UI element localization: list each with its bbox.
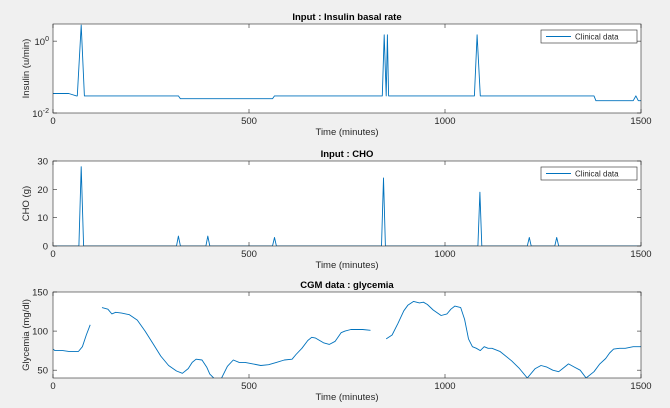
y-axis-label: Glycemia (mg/dl) — [21, 299, 32, 371]
x-tick-label: 0 — [50, 381, 55, 392]
x-tick-label: 1000 — [434, 381, 455, 392]
y-tick-label: 20 — [37, 185, 48, 196]
chart-title: Input : Insulin basal rate — [292, 12, 401, 23]
x-tick-label: 1500 — [630, 381, 651, 392]
legend: Clinical data — [541, 167, 637, 180]
y-tick-label: 10-2 — [32, 108, 49, 120]
y-tick-label: 150 — [32, 288, 48, 299]
y-tick-label: 10 — [37, 213, 48, 224]
x-tick-label: 1500 — [630, 116, 651, 127]
x-tick-label: 500 — [241, 381, 257, 392]
x-axis-label: Time (minutes) — [316, 392, 379, 403]
legend-label: Clinical data — [575, 33, 619, 42]
y-tick-label: 100 — [32, 327, 48, 338]
y-axis-label: CHO (g) — [21, 186, 32, 221]
subplot-1: 0 500 1000 1500 10-2 100 Input : Insulin basal… — [21, 12, 652, 138]
x-tick-label: 500 — [241, 116, 257, 127]
x-tick-label: 1500 — [630, 249, 651, 260]
x-axis-label: Time (minutes) — [316, 127, 379, 138]
y-tick-label: 50 — [37, 366, 48, 377]
y-tick-label: 0 — [43, 242, 48, 253]
x-tick-label: 500 — [241, 249, 257, 260]
chart-title: CGM data : glycemia — [300, 280, 394, 291]
y-tick-label: 30 — [37, 157, 48, 168]
y-tick-label: 100 — [35, 36, 50, 48]
plot-area — [53, 292, 641, 378]
subplot-2: 0 500 1000 1500 0 10 20 30 Input : CHO Time (minu… — [21, 149, 652, 271]
x-tick-label: 0 — [50, 116, 55, 127]
x-axis-label: Time (minutes) — [316, 260, 379, 271]
legend-label: Clinical data — [575, 170, 619, 179]
y-axis-label: Insulin (u/min) — [21, 39, 32, 99]
x-tick-label: 1000 — [434, 249, 455, 260]
chart-title: Input : CHO — [321, 149, 374, 160]
x-tick-label: 1000 — [434, 116, 455, 127]
x-tick-label: 0 — [50, 249, 55, 260]
legend: Clinical data — [541, 30, 637, 43]
subplot-3: 0 500 1000 1500 50 100 150 CGM data : glycemia T… — [21, 280, 652, 403]
